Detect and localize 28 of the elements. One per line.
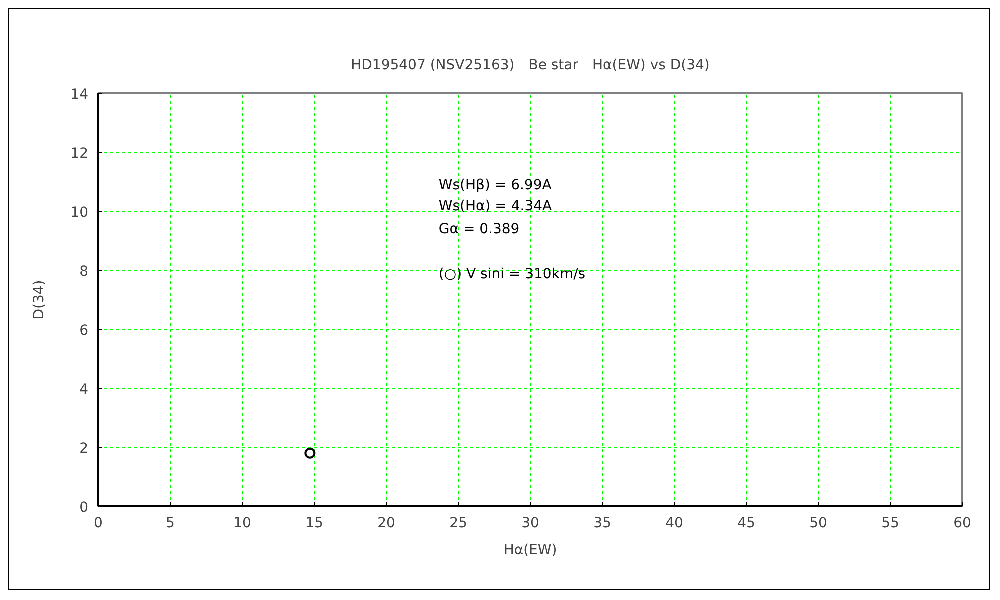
- annotation: Ws(Hα) = 4.34A: [438, 198, 553, 215]
- y-tick-label: 2: [80, 441, 89, 457]
- x-tick-label: 40: [666, 516, 684, 532]
- y-tick-label: 12: [70, 146, 89, 162]
- annotation: Gα = 0.389: [438, 221, 520, 238]
- y-tick-label: 6: [80, 323, 89, 339]
- y-tick-label: 14: [70, 87, 89, 103]
- y-tick-label: 8: [80, 264, 89, 280]
- annotation: (○) V sini = 310km/s: [438, 266, 586, 282]
- x-tick-label: 5: [166, 516, 175, 532]
- x-tick-label: 10: [234, 516, 252, 532]
- y-tick-label: 0: [80, 500, 89, 516]
- x-tick-label: 30: [522, 516, 540, 532]
- x-tick-label: 20: [378, 516, 396, 532]
- x-tick-label: 15: [306, 516, 324, 532]
- annotation: Ws(Hβ) = 6.99A: [438, 178, 552, 194]
- x-tick-label: 55: [882, 516, 900, 532]
- x-tick-label: 60: [954, 516, 972, 532]
- x-tick-label: 25: [450, 516, 468, 532]
- x-tick-label: 45: [738, 516, 756, 532]
- x-tick-label: 0: [94, 516, 103, 532]
- chart-title: HD195407 (NSV25163) Be star Hα(EW) vs D(34): [351, 58, 710, 74]
- x-tick-label: 35: [594, 516, 612, 532]
- y-axis-title: D(34): [32, 280, 48, 320]
- x-tick-label: 50: [810, 516, 828, 532]
- x-axis-title: Hα(EW): [504, 542, 558, 558]
- y-tick-label: 10: [70, 205, 89, 221]
- y-tick-label: 4: [80, 382, 89, 398]
